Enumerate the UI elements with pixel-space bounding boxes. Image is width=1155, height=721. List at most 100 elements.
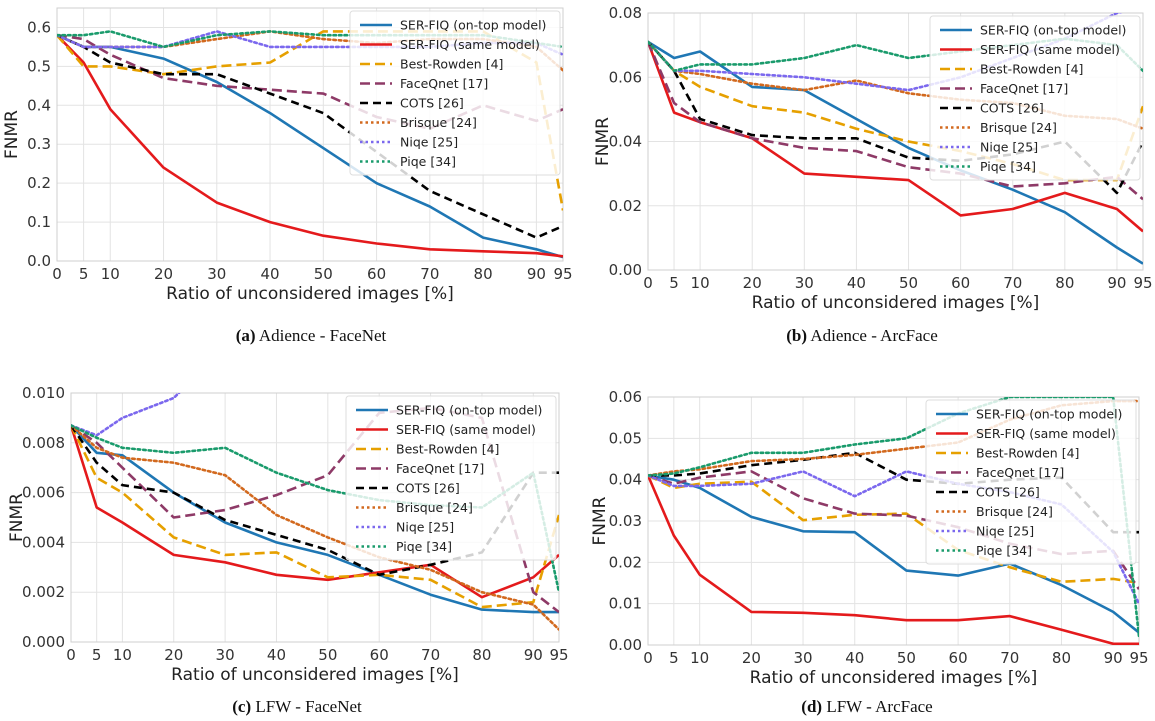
series-line-piqe-34	[648, 37, 1143, 73]
x-tick-label: 60	[949, 649, 968, 667]
chart-panel-c: 0 5 10 20 30 40 50 60 70 80 90 95 0.000 0.002 0.004 0.0…	[7, 384, 569, 685]
x-tick-label: 0	[52, 265, 62, 283]
x-tick-label: 90	[527, 265, 546, 283]
x-tick-label: 0	[643, 649, 653, 667]
x-tick-label: 80	[472, 646, 491, 664]
caption-a: (a) Adience - FaceNet	[236, 326, 387, 345]
x-tick-label: 40	[267, 646, 286, 664]
x-tick-label: 5	[669, 274, 679, 292]
legend-label-faceqnet-17: FaceQnet [17]	[980, 81, 1068, 96]
x-tick-label: 60	[370, 646, 389, 664]
y-tick-label: 0.00	[609, 261, 642, 279]
x-tick-label: 10	[691, 274, 710, 292]
chart-panel-a: 0 5 10 20 30 40 50 60 70 80 90 95 0.0 0.1 0.2 0.3 0.4 0.5…	[2, 7, 573, 304]
legend-label-best-rowden-4: Best-Rowden [4]	[400, 57, 503, 72]
legend-label-piqe-34: Piqe [34]	[400, 154, 456, 169]
legend-label-piqe-34: Piqe [34]	[980, 159, 1036, 174]
x-tick-label: 80	[474, 265, 493, 283]
series-line-brisque-24	[71, 424, 559, 631]
x-tick-label: 30	[794, 649, 813, 667]
x-tick-label: 70	[421, 646, 440, 664]
y-tick-label: 0.5	[27, 57, 51, 75]
x-tick-label: 80	[1055, 274, 1074, 292]
y-tick-label: 0.04	[609, 133, 642, 151]
y-tick-label: 0.4	[27, 96, 51, 114]
legend-label-cots-26: COTS [26]	[400, 96, 464, 111]
y-tick-label: 0.3	[27, 135, 51, 153]
legend-label-ser-fiq-on-top-model: SER-FIQ (on-top model)	[400, 18, 546, 33]
x-tick-label: 20	[743, 274, 762, 292]
caption-c: (c) LFW - FaceNet	[232, 697, 362, 716]
legend-label-ser-fiq-on-top-model: SER-FIQ (on-top model)	[396, 403, 542, 418]
x-tick-label: 10	[113, 646, 132, 664]
x-tick-label: 50	[314, 265, 333, 283]
y-tick-label: 0.00	[609, 636, 642, 654]
x-tick-label: 70	[1003, 274, 1022, 292]
legend-label-niqe-25: Niqe [25]	[976, 524, 1034, 539]
y-tick-label: 0.01	[609, 595, 642, 613]
y-tick-label: 0.2	[27, 174, 51, 192]
x-tick-label: 30	[216, 646, 235, 664]
x-tick-label: 95	[1133, 274, 1152, 292]
x-tick-label: 0	[643, 274, 653, 292]
y-tick-label: 0.008	[22, 434, 65, 452]
x-tick-label: 40	[261, 265, 280, 283]
y-tick-label: 0.06	[609, 388, 642, 406]
chart-panel-b: 0 5 10 20 30 40 50 60 70 80 90 95 0.00 0.02 0.04 0.06 0.…	[593, 4, 1153, 313]
legend-label-faceqnet-17: FaceQnet [17]	[976, 465, 1064, 480]
caption-b: (b) Adience - ArcFace	[786, 326, 938, 345]
legend-label-cots-26: COTS [26]	[980, 101, 1044, 116]
x-tick-label: 10	[101, 265, 120, 283]
x-tick-label: 95	[553, 265, 572, 283]
y-tick-label: 0.02	[609, 553, 642, 571]
x-tick-label: 70	[420, 265, 439, 283]
legend-box	[349, 10, 561, 176]
legend-label-ser-fiq-on-top-model: SER-FIQ (on-top model)	[976, 407, 1122, 422]
legend-label-brisque-24: Brisque [24]	[976, 504, 1053, 519]
chart-panel-d: 0 5 10 20 30 40 50 60 70 80 90 95 0.00 0.01 0.02 0.03 0.…	[590, 388, 1149, 688]
x-tick-label: 10	[690, 649, 709, 667]
legend-label-cots-26: COTS [26]	[976, 485, 1040, 500]
x-tick-label: 50	[318, 646, 337, 664]
legend-label-piqe-34: Piqe [34]	[396, 539, 452, 554]
x-axis-title: Ratio of unconsidered images [%]	[166, 284, 454, 304]
series-line-ser-fiq-same-model	[57, 34, 563, 258]
x-tick-label: 95	[1129, 649, 1148, 667]
y-tick-label: 0.04	[609, 471, 642, 489]
y-tick-label: 0.0	[27, 252, 51, 270]
x-tick-label: 5	[79, 265, 89, 283]
y-tick-label: 0.1	[27, 213, 51, 231]
y-tick-label: 0.05	[609, 429, 642, 447]
x-tick-label: 60	[367, 265, 386, 283]
x-tick-label: 60	[951, 274, 970, 292]
y-tick-label: 0.6	[27, 18, 51, 36]
plot-frame	[647, 12, 1144, 271]
legend-label-faceqnet-17: FaceQnet [17]	[396, 461, 484, 476]
legend-label-niqe-25: Niqe [25]	[396, 520, 454, 535]
legend-box	[345, 395, 557, 561]
x-tick-label: 90	[524, 646, 543, 664]
y-tick-label: 0.08	[609, 4, 642, 22]
y-tick-label: 0.006	[22, 484, 65, 502]
legend-label-niqe-25: Niqe [25]	[980, 140, 1038, 155]
series-line-faceqnet-17	[648, 41, 1143, 201]
x-tick-label: 95	[549, 646, 568, 664]
x-tick-label: 40	[845, 649, 864, 667]
x-tick-label: 40	[847, 274, 866, 292]
x-axis-title: Ratio of unconsidered images [%]	[750, 668, 1038, 688]
series-line-ser-fiq-on-top-model	[648, 40, 1143, 265]
x-tick-label: 20	[154, 265, 173, 283]
x-tick-label: 80	[1052, 649, 1071, 667]
x-tick-label: 5	[669, 649, 679, 667]
series-line-cots-26	[57, 34, 563, 239]
series-line-cots-26	[648, 41, 1143, 195]
series-line-best-rowden-4	[71, 424, 559, 609]
legend-label-niqe-25: Niqe [25]	[400, 135, 458, 150]
series-line-piqe-34	[648, 397, 1139, 639]
y-tick-label: 0.010	[22, 384, 65, 402]
x-tick-label: 20	[164, 646, 183, 664]
x-tick-label: 5	[92, 646, 102, 664]
plot-frame	[647, 396, 1140, 646]
x-axis-title: Ratio of unconsidered images [%]	[752, 293, 1040, 313]
